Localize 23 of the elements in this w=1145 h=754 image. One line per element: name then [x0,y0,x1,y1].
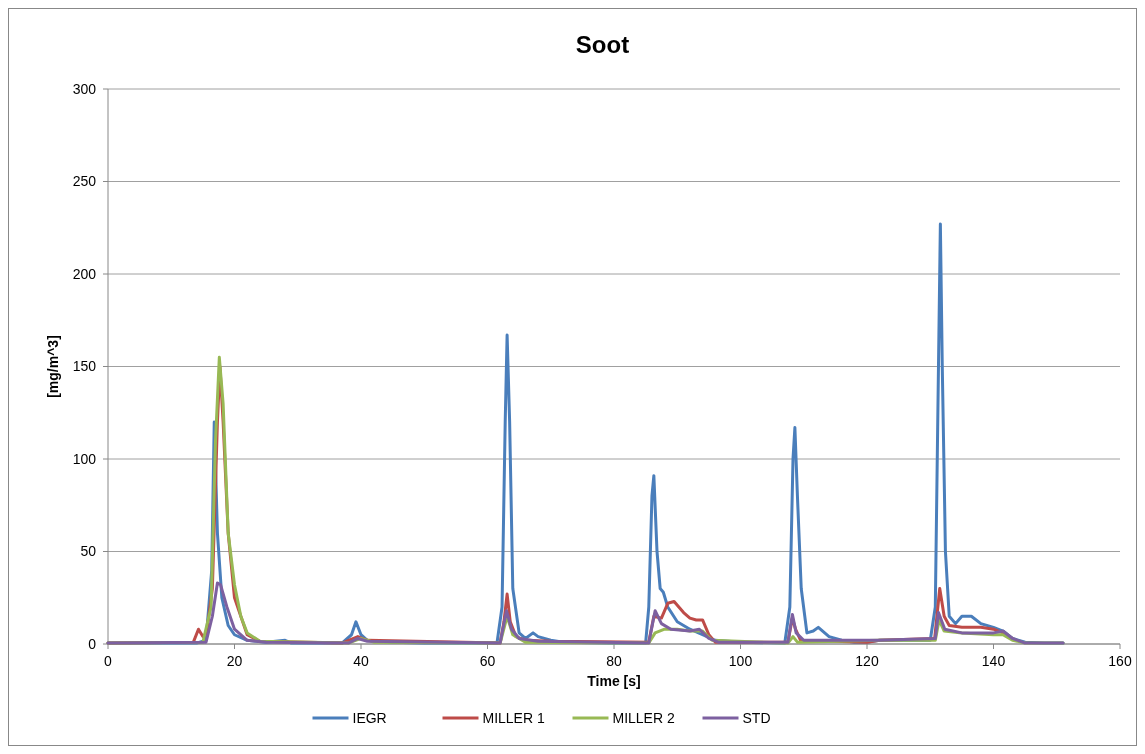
x-tick-label: 0 [104,653,113,669]
x-tick-label: 140 [981,653,1006,669]
legend-label: MILLER 1 [482,709,545,726]
x-tick-label: 120 [855,653,879,669]
x-tick-label: 60 [479,653,496,669]
y-tick-label: 150 [72,358,97,375]
y-tick-label: 300 [72,80,97,97]
y-tick-label: 0 [88,635,97,652]
y-tick-label: 50 [80,543,97,560]
legend-label: MILLER 2 [612,709,675,726]
legend-label: IEGR [352,709,387,726]
x-axis-title: Time [s] [587,673,641,689]
legend-label: STD [742,709,771,726]
x-tick-label: 40 [353,653,369,669]
x-tick-label: 20 [226,653,243,669]
y-tick-label: 200 [72,265,97,282]
y-tick-label: 250 [72,173,97,190]
y-axis-title: [mg/m^3] [45,335,61,398]
x-tick-label: 80 [606,653,622,669]
y-tick-label: 100 [72,450,97,467]
x-tick-label: 160 [1108,653,1132,669]
x-tick-label: 100 [728,653,753,669]
chart-title: Soot [575,31,630,58]
